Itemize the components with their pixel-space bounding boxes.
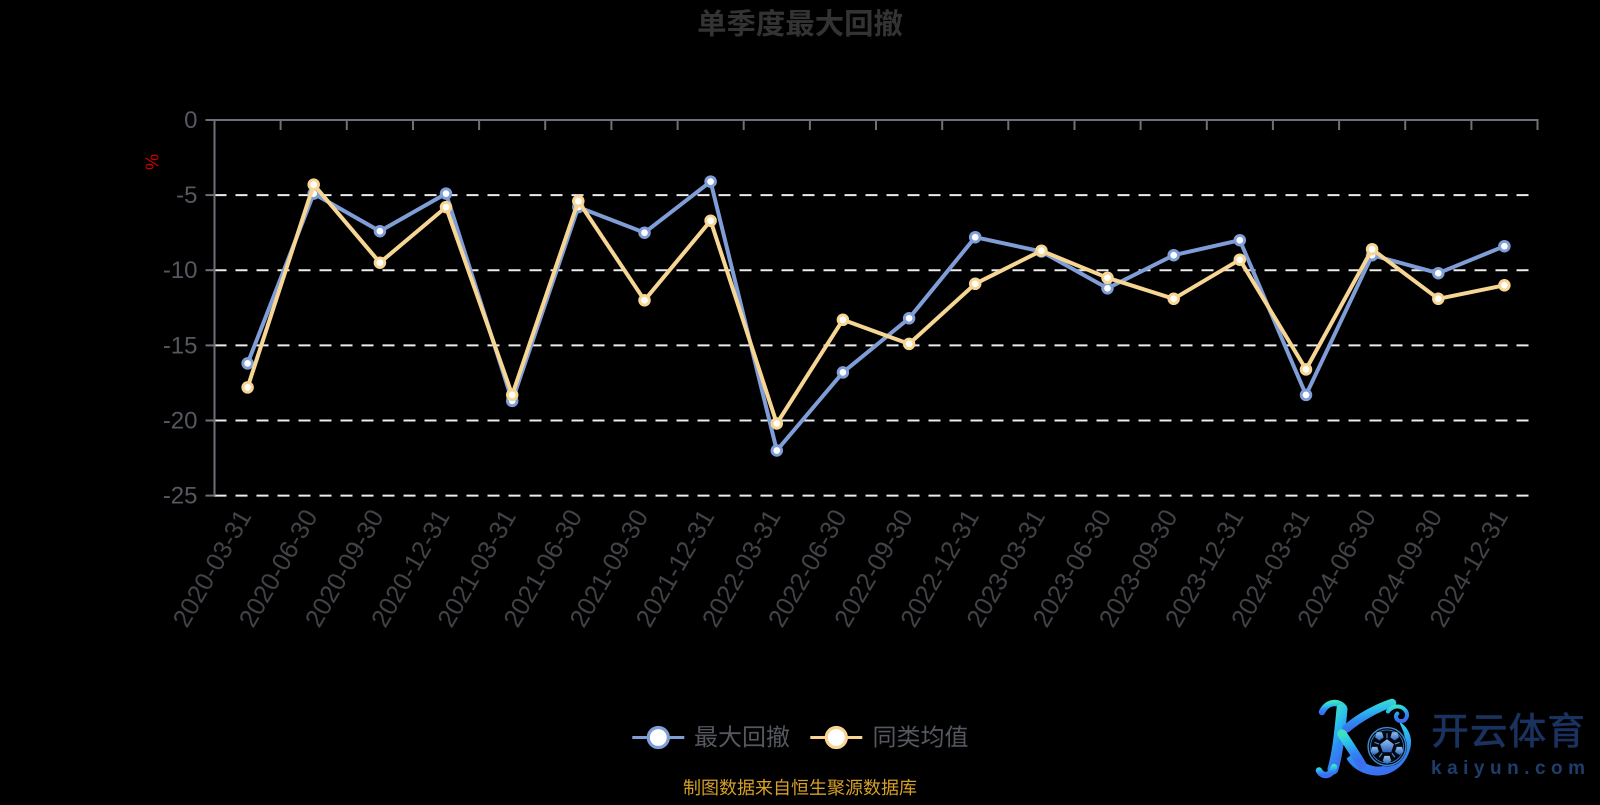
svg-text:0: 0 [184,107,197,134]
svg-text:-25: -25 [163,483,198,510]
svg-text:kaiyun.com: kaiyun.com [1431,758,1591,779]
svg-text:-10: -10 [163,257,198,284]
svg-text:-20: -20 [163,408,198,435]
svg-text:-5: -5 [176,182,197,209]
svg-text:%: % [143,154,163,170]
svg-text:-15: -15 [163,332,198,359]
